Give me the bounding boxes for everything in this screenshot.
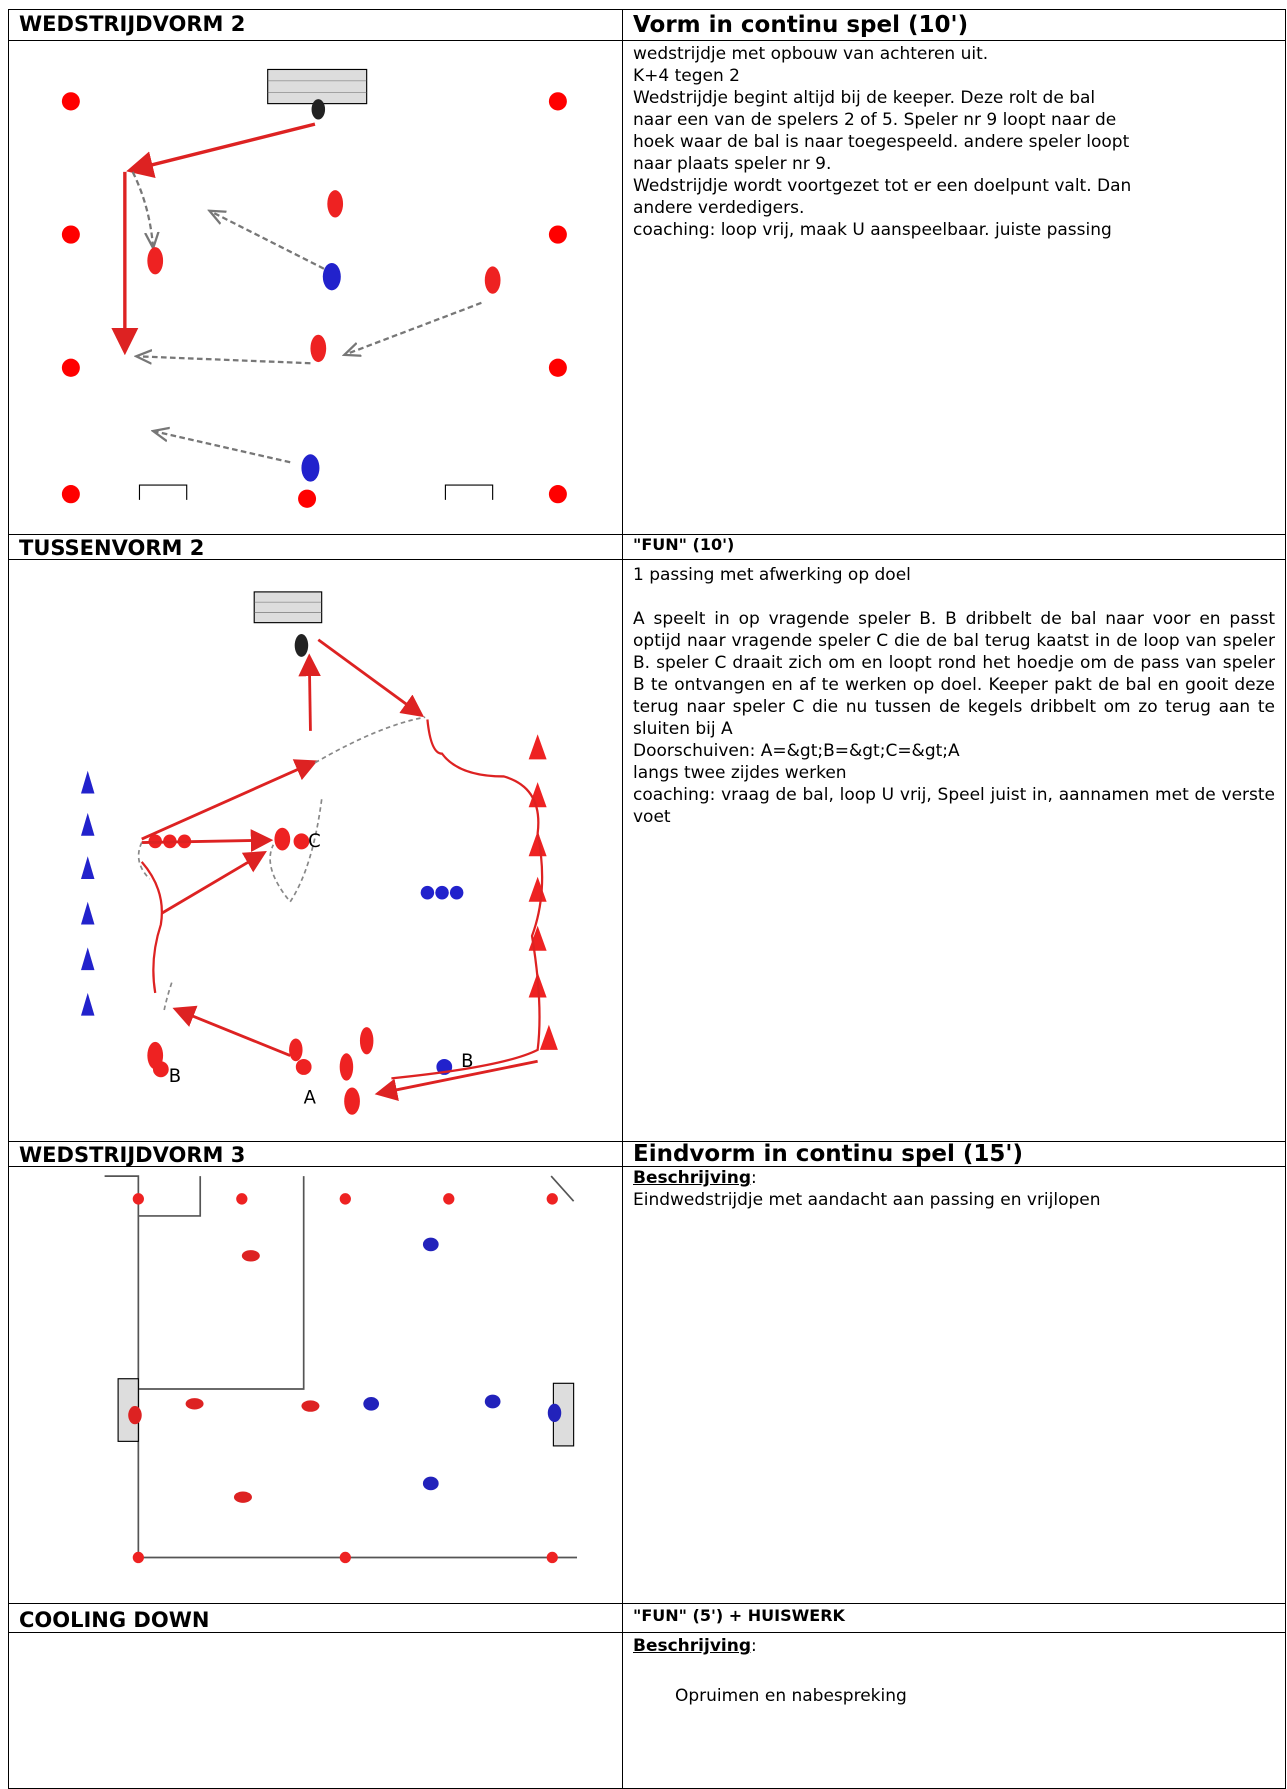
description-line: Wedstrijdje wordt voortgezet tot er een … [633, 176, 1132, 196]
heading-suffix: : [751, 1636, 757, 1656]
section-right-title: Eindvorm in continu spel (15') [622, 1141, 1286, 1167]
diagram [61, 68, 567, 508]
diagram-label: A [304, 1087, 317, 1108]
heading-text: Beschrijving [633, 1168, 752, 1188]
section-left-title: TUSSENVORM 2 [8, 534, 623, 560]
description-heading: Beschrijving: [633, 1635, 1275, 1657]
diagram-cell [8, 1166, 623, 1604]
diagram-label: B [169, 1066, 181, 1087]
description-line: Opruimen en nabespreking [675, 1686, 907, 1706]
diagram-cell [8, 40, 623, 535]
description-line: K+4 tegen 2 [633, 66, 740, 86]
heading-suffix: : [751, 1168, 757, 1188]
section-left-title: WEDSTRIJDVORM 3 [8, 1141, 623, 1167]
diagram: C B A B [80, 591, 558, 1115]
section-right-title: "FUN" (5') + HUISWERK [622, 1603, 1286, 1633]
diagram [104, 1175, 578, 1564]
description-line: Wedstrijdje begint altijd bij de keeper.… [633, 88, 1096, 108]
description-line: coaching: loop vrij, maak U aanspeelbaar… [633, 220, 1112, 240]
description: Beschrijving: Opruimen en nabespreking [622, 1632, 1286, 1789]
description-line: Doorschuiven: A=&gt;B=&gt;C=&gt;A [633, 741, 960, 761]
description-heading: Beschrijving: [633, 1167, 1275, 1189]
description-line: Eindwedstrijdje met aandacht aan passing… [633, 1190, 1101, 1210]
description-line: langs twee zijdes werken [633, 763, 847, 783]
section-left-title: COOLING DOWN [8, 1603, 623, 1633]
description-line: 1 passing met afwerking op doel [633, 565, 911, 585]
description-line: wedstrijdje met opbouw van achteren uit. [633, 44, 989, 64]
description-line: hoek waar de bal is naar toegespeeld. an… [633, 132, 1130, 152]
description: wedstrijdje met opbouw van achteren uit.… [622, 40, 1286, 535]
heading-text: Beschrijving [633, 1636, 752, 1656]
description-line: coaching: vraag de bal, loop U vrij, Spe… [633, 785, 1275, 827]
diagram-label: B [461, 1051, 473, 1072]
description-line: naar plaats speler nr 9. [633, 154, 832, 174]
description-line: A speelt in op vragende speler B. B drib… [633, 609, 1275, 739]
empty-cell [8, 1632, 623, 1789]
section-right-title: Vorm in continu spel (10') [622, 9, 1286, 41]
section-right-title: "FUN" (10') [622, 534, 1286, 560]
diagram-label: C [308, 831, 321, 852]
description: 1 passing met afwerking op doel A speelt … [622, 559, 1286, 1142]
section-left-title: WEDSTRIJDVORM 2 [8, 9, 623, 41]
description-line: naar een van de spelers 2 of 5. Speler n… [633, 110, 1117, 130]
diagram-cell: C B A B [8, 559, 623, 1142]
description: Beschrijving: Eindwedstrijdje met aandach… [622, 1166, 1286, 1604]
description-line: andere verdedigers. [633, 198, 805, 218]
